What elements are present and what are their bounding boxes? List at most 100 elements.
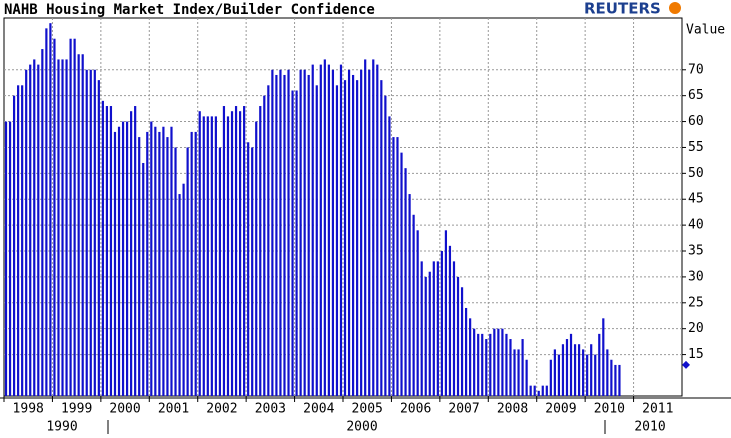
bar (388, 116, 391, 397)
bar (513, 349, 516, 396)
x-tick-label: 2003 (255, 402, 286, 417)
bar (57, 59, 60, 397)
bar (230, 111, 234, 397)
bar (315, 85, 318, 397)
bar (505, 333, 508, 396)
bar (158, 131, 161, 397)
bar (549, 359, 552, 396)
bar (444, 230, 448, 396)
bar (226, 116, 230, 397)
y-tick-label: 15 (688, 347, 704, 362)
bar (392, 137, 395, 396)
bar (238, 111, 242, 397)
bar (190, 131, 193, 397)
bar (541, 385, 544, 396)
bar (610, 359, 613, 396)
bar (138, 137, 141, 396)
bar (267, 85, 270, 397)
bar (339, 64, 343, 397)
bar (565, 339, 569, 396)
bar (590, 344, 593, 396)
bar (182, 183, 185, 396)
bar (154, 126, 157, 397)
bar (85, 69, 88, 396)
bar (113, 131, 117, 397)
bar (347, 69, 351, 396)
bar (29, 64, 32, 397)
bar (356, 80, 359, 396)
bar (4, 121, 8, 396)
x-tick-label: 2002 (206, 402, 237, 417)
bar (343, 80, 347, 396)
bar (529, 385, 532, 396)
bar (436, 261, 439, 396)
bar (291, 90, 294, 396)
bar (162, 126, 165, 397)
last-value-marker (682, 360, 690, 369)
bar (287, 69, 290, 396)
bar (271, 69, 274, 396)
bar (473, 328, 476, 396)
bar (561, 344, 565, 396)
bar (464, 307, 468, 396)
bar (323, 59, 326, 397)
bar (61, 59, 64, 397)
bar (327, 64, 330, 397)
bar (142, 162, 145, 396)
bar (8, 121, 12, 396)
bar (41, 49, 44, 397)
bar (598, 333, 601, 396)
bar (412, 214, 415, 396)
y-axis-label: Value (686, 23, 725, 38)
bar (408, 194, 411, 396)
bar (17, 85, 20, 397)
bar (384, 95, 387, 396)
bar (146, 131, 149, 397)
bar (404, 168, 407, 396)
bar (420, 261, 423, 396)
y-tick-label: 45 (688, 192, 704, 207)
bar (460, 287, 464, 396)
y-tick-label: 25 (688, 295, 704, 310)
bar (307, 74, 310, 397)
bar (335, 85, 339, 397)
y-tick-label: 40 (688, 218, 704, 233)
bar (553, 349, 556, 396)
bar (440, 251, 443, 396)
bar (243, 106, 246, 396)
x-tick-label: 2000 (109, 402, 140, 417)
bar (477, 333, 480, 396)
bar (121, 121, 125, 396)
y-tick-label: 35 (688, 244, 704, 259)
bar (186, 147, 189, 396)
bar (73, 38, 76, 396)
x-tick-label: 2009 (545, 402, 576, 417)
bar (481, 333, 484, 396)
bar (117, 126, 121, 397)
bar (521, 339, 524, 396)
bar (331, 69, 335, 396)
y-tick-label: 60 (688, 114, 704, 129)
bar (25, 69, 28, 396)
bar (501, 328, 504, 396)
bar (21, 85, 24, 397)
bar (218, 147, 222, 396)
bar (364, 59, 367, 397)
bar (275, 74, 278, 397)
bar (618, 364, 621, 396)
bar (77, 54, 80, 396)
bar (259, 106, 262, 396)
bar (89, 69, 92, 396)
bar (614, 364, 617, 396)
bar (351, 74, 355, 397)
bar (319, 64, 322, 397)
bar (416, 230, 419, 396)
x-tick-label: 2007 (448, 402, 479, 417)
bar (210, 116, 213, 397)
bar (368, 69, 371, 396)
bar (448, 245, 452, 396)
decade-label: 2000 (346, 420, 377, 435)
bar (65, 59, 68, 397)
bar (49, 23, 52, 397)
